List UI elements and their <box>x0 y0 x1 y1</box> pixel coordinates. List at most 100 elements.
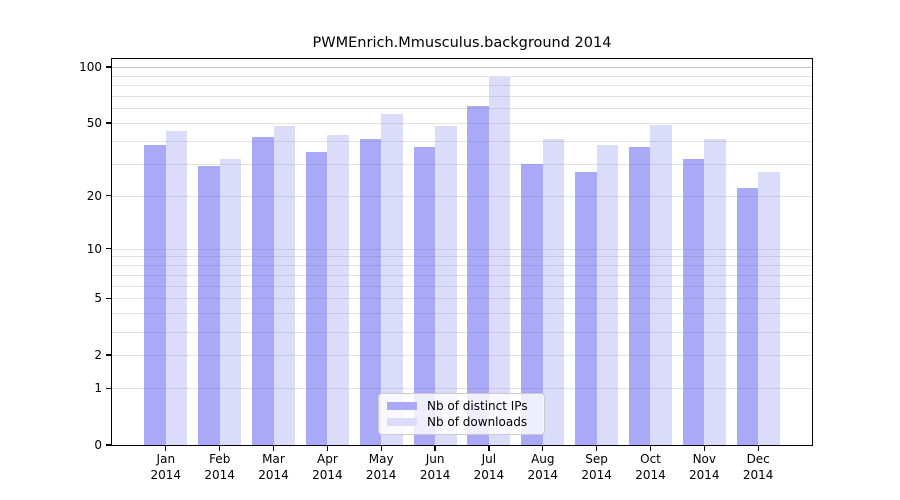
x-axis-label-nov: Nov 2014 <box>672 452 736 483</box>
x-axis-label-month: Nov <box>692 452 716 466</box>
x-axis-tick-sep <box>595 446 598 451</box>
x-axis-label-month: Aug <box>531 452 555 466</box>
y-axis-tick-50 <box>106 122 111 124</box>
x-axis-label-jan: Jan 2014 <box>134 452 198 483</box>
x-axis-label-month: Sep <box>585 452 608 466</box>
x-axis-label-month: Mar <box>262 452 285 466</box>
x-axis-label-month: Jan <box>156 452 176 466</box>
x-axis-tick-feb <box>219 446 221 451</box>
bar-nov-ips <box>682 158 705 445</box>
y-axis-label-10: 10 <box>86 241 102 256</box>
x-axis-tick-nov <box>703 446 705 451</box>
x-axis-label-year: 2014 <box>419 467 451 482</box>
y-axis-label-0: 0 <box>94 438 102 452</box>
x-axis-tick-dec <box>757 446 759 451</box>
x-axis-label-year: 2014 <box>365 467 397 482</box>
bar-jul-downloads <box>488 77 511 445</box>
x-axis-label-dec: Dec 2014 <box>726 452 790 483</box>
legend: Nb of distinct IPs Nb of downloads <box>378 393 545 435</box>
x-axis-label-year: 2014 <box>527 467 559 482</box>
bar-feb-ips <box>198 166 220 445</box>
gridline-70 <box>112 95 812 97</box>
legend-label-downloads: Nb of downloads <box>427 415 528 429</box>
x-axis-label-feb: Feb 2014 <box>188 452 252 483</box>
gridline-50 <box>112 123 812 124</box>
x-axis-label-month: Dec <box>746 452 770 466</box>
gridline-90 <box>112 75 812 77</box>
x-axis-tick-may <box>380 446 382 451</box>
x-axis-label-month: Jul <box>481 452 497 466</box>
x-axis-tick-jul <box>488 446 490 451</box>
legend-label-distinct-ips: Nb of distinct IPs <box>427 399 528 413</box>
plot-area <box>112 59 812 445</box>
gridline-60 <box>112 108 812 110</box>
x-axis-label-month: Feb <box>209 452 231 466</box>
bar-jun-ips <box>413 147 436 445</box>
x-axis-label-year: 2014 <box>581 467 612 482</box>
bar-jan-downloads <box>165 131 188 445</box>
x-axis-tick-apr <box>326 446 329 451</box>
y-axis-label-1: 1 <box>94 381 102 396</box>
y-axis-tick-1 <box>106 387 111 389</box>
x-axis-label-jul: Jul 2014 <box>457 452 521 483</box>
bar-may-downloads <box>381 113 403 445</box>
x-axis-label-month: Apr <box>317 452 338 466</box>
chart-title: PWMEnrich.Mmusculus.background 2014 <box>312 35 612 51</box>
x-axis-label-oct: Oct 2014 <box>619 452 683 483</box>
x-axis-tick-jun <box>434 446 436 451</box>
legend-item-distinct-ips: Nb of distinct IPs <box>387 399 536 413</box>
x-axis-tick-mar <box>272 446 275 451</box>
bar-jul-ips <box>467 105 489 445</box>
bar-sep-ips <box>575 172 597 445</box>
bar-mar-downloads <box>273 126 296 445</box>
y-axis-tick-10 <box>106 247 111 250</box>
bar-may-ips <box>359 138 382 445</box>
bar-aug-ips <box>521 163 543 445</box>
y-axis-tick-5 <box>106 297 111 299</box>
y-axis-tick-0 <box>106 444 111 446</box>
y-axis-label-20: 20 <box>86 188 102 203</box>
bar-sep-downloads <box>596 144 619 445</box>
x-axis-label-mar: Mar 2014 <box>242 452 306 483</box>
x-axis-label-sep: Sep 2014 <box>565 452 629 483</box>
bar-dec-ips <box>736 188 759 445</box>
x-axis-label-year: 2014 <box>204 467 235 482</box>
x-axis-label-month: Oct <box>640 452 661 466</box>
x-axis-label-apr: Apr 2014 <box>295 452 359 483</box>
x-axis-label-month: May <box>368 452 394 466</box>
bar-jan-ips <box>144 144 166 445</box>
y-axis-label-50: 50 <box>86 116 102 130</box>
y-axis-tick-100 <box>106 66 111 68</box>
bar-aug-downloads <box>542 138 565 445</box>
x-axis-label-aug: Aug 2014 <box>511 452 575 483</box>
legend-item-downloads: Nb of downloads <box>387 415 536 429</box>
bar-apr-downloads <box>327 135 349 445</box>
gridline-100 <box>112 67 812 68</box>
gridline-80 <box>112 85 812 87</box>
x-axis-tick-oct <box>649 446 652 451</box>
bar-apr-ips <box>305 151 328 445</box>
bar-oct-downloads <box>650 124 672 445</box>
x-axis-tick-jan <box>165 446 167 451</box>
bar-nov-downloads <box>704 138 726 445</box>
bar-oct-ips <box>628 147 651 445</box>
y-axis-tick-2 <box>106 354 111 356</box>
x-axis-label-year: 2014 <box>258 467 289 482</box>
y-axis-label-5: 5 <box>94 291 102 306</box>
legend-swatch-distinct-ips <box>387 401 417 411</box>
bar-mar-ips <box>252 136 274 445</box>
x-axis-label-year: 2014 <box>689 467 720 482</box>
x-axis-label-year: 2014 <box>635 467 666 482</box>
x-axis-label-year: 2014 <box>742 467 774 482</box>
x-axis-tick-aug <box>542 446 544 451</box>
legend-swatch-downloads <box>387 417 417 427</box>
bar-jun-downloads <box>435 126 457 445</box>
y-axis-label-100: 100 <box>79 60 102 74</box>
y-axis-tick-20 <box>106 194 111 197</box>
x-axis-label-may: May 2014 <box>349 452 413 483</box>
x-axis-label-year: 2014 <box>150 467 182 482</box>
x-axis-label-jun: Jun 2014 <box>403 452 467 483</box>
bar-feb-downloads <box>219 158 242 445</box>
bar-dec-downloads <box>758 172 780 445</box>
